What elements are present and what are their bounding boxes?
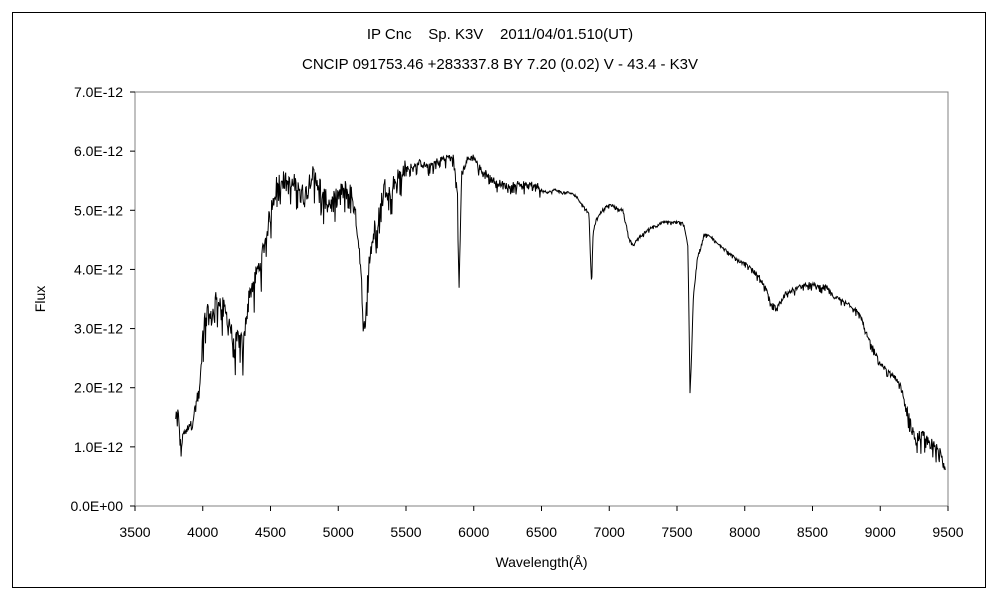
x-tick-label: 3500 <box>119 524 150 540</box>
x-tick-label: 7000 <box>594 524 625 540</box>
x-tick-label: 5500 <box>390 524 421 540</box>
y-tick-label: 7.0E-12 <box>74 84 123 100</box>
x-tick-label: 8500 <box>797 524 828 540</box>
y-tick-label: 2.0E-12 <box>74 380 123 396</box>
x-tick-label: 6500 <box>526 524 557 540</box>
spectrum-line <box>175 154 946 471</box>
x-tick-label: 9000 <box>865 524 896 540</box>
x-tick-label: 7500 <box>661 524 692 540</box>
plot-area <box>134 91 949 507</box>
x-tick-label: 6000 <box>458 524 489 540</box>
x-tick-label: 9500 <box>932 524 963 540</box>
y-tick-label: 5.0E-12 <box>74 202 123 218</box>
y-tick-label: 0.0E+00 <box>70 498 123 514</box>
chart-title: IP Cnc Sp. K3V 2011/04/01.510(UT) <box>366 26 634 43</box>
y-tick-label: 4.0E-12 <box>74 261 123 277</box>
y-axis-label: Flux <box>32 286 48 312</box>
y-tick-label: 3.0E-12 <box>74 321 123 337</box>
y-tick-label: 1.0E-12 <box>74 439 123 455</box>
x-tick-label: 5000 <box>323 524 354 540</box>
y-tick-label: 6.0E-12 <box>74 143 123 159</box>
x-tick-label: 8000 <box>729 524 760 540</box>
chart-subtitle: CNCIP 091753.46 +283337.8 BY 7.20 (0.02)… <box>302 56 698 73</box>
x-tick-label: 4500 <box>255 524 286 540</box>
x-tick-label: 4000 <box>187 524 218 540</box>
x-axis-label: Wavelength(Å) <box>495 554 587 570</box>
chart-frame <box>12 12 986 588</box>
